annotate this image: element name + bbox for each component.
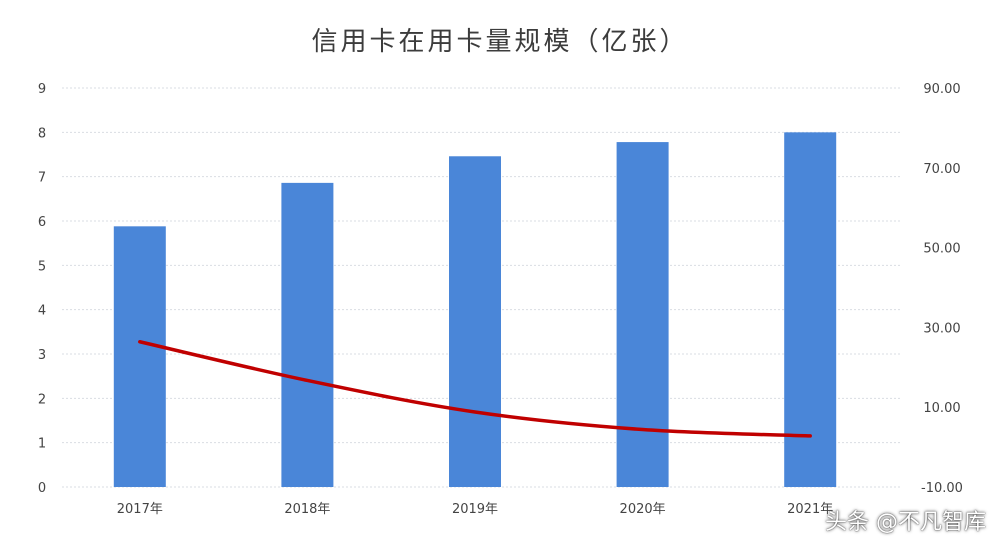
right-tick-label: 70.00 (923, 162, 960, 177)
x-tick-label: 2021年 (787, 502, 833, 517)
left-tick-label: 1 (38, 437, 46, 452)
left-tick-label: 8 (38, 126, 46, 141)
left-tick-label: 2 (38, 392, 46, 407)
bar (784, 132, 837, 488)
chart-title: 信用卡在用卡量规模（亿张） (311, 27, 688, 57)
x-axis-ticks: 2017年 2018年 2019年 2020年 2021年 (117, 502, 833, 517)
left-axis-ticks: 0 1 2 3 4 5 6 7 8 9 (38, 82, 46, 496)
bar-series (113, 132, 837, 488)
left-tick-label: 3 (38, 348, 46, 363)
line-path (138, 340, 812, 438)
right-tick-label: -10.00 (921, 481, 963, 496)
line-series (138, 340, 812, 438)
right-axis-ticks: -10.00 10.00 30.00 50.00 70.00 90.00 (921, 82, 963, 496)
left-tick-label: 6 (38, 215, 46, 230)
bar (281, 182, 334, 487)
left-tick-label: 5 (38, 259, 46, 274)
bar (449, 156, 501, 488)
right-tick-label: 90.00 (923, 82, 960, 97)
left-tick-label: 0 (38, 481, 46, 496)
left-tick-label: 9 (38, 82, 46, 97)
bar (616, 142, 669, 487)
x-tick-label: 2018年 (284, 502, 330, 517)
x-tick-label: 2020年 (620, 502, 666, 517)
bar (113, 226, 166, 487)
left-tick-label: 7 (38, 171, 46, 186)
right-tick-label: 50.00 (923, 242, 960, 257)
x-tick-label: 2017年 (117, 502, 163, 517)
x-tick-label: 2019年 (452, 502, 498, 517)
right-tick-label: 30.00 (923, 321, 960, 336)
right-tick-label: 10.00 (923, 401, 960, 416)
watermark: 头条 @不凡智库 (825, 510, 986, 535)
left-tick-label: 4 (38, 304, 46, 319)
